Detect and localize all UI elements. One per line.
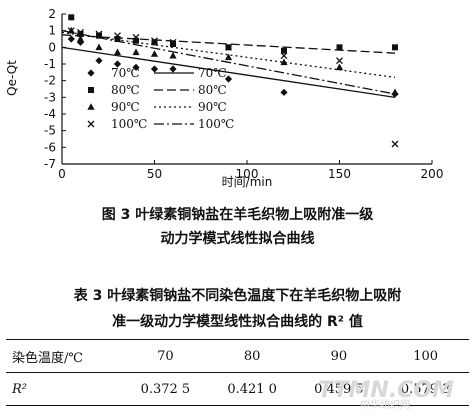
legend: 70℃ 70℃ 80℃ 80℃ 90℃ 90℃ 100℃ 100℃ [87,66,234,131]
data-point [169,65,177,73]
temperature-100: 100 [382,339,469,373]
y-tick-label: -3 [44,90,56,104]
data-point [169,38,177,46]
fit-line [61,34,396,54]
data-point [96,32,102,39]
data-points [67,14,399,148]
data-point [225,43,232,51]
x-tick-label: 200 [421,167,444,181]
data-point [335,63,344,71]
data-point [114,36,121,42]
data-point [150,50,159,57]
temperature-90: 90 [295,339,383,373]
legend-line-label: 80℃ [198,83,227,97]
data-point [391,88,399,96]
data-point [336,44,343,51]
y-tick-label: 1 [48,24,56,38]
table-header-row: 染色温度/℃ 70 80 90 100 [6,339,469,373]
kinetics-chart: 0 50 100 150 200 2 1 0 -1 -2 -3 -4 -5 -6 -7 70℃ 70℃ 80℃… [5,7,443,189]
data-point [76,35,85,42]
table-caption-line-2: 准一级动力学模型线性拟合曲线的 R² 值 [112,314,363,330]
y-tick-label: -4 [44,107,56,121]
watermark-logo: TTMN.COM [318,378,454,403]
figure-caption-line-2: 动力学模式线性拟合曲线 [160,231,315,247]
data-point [392,44,398,51]
data-point [224,53,233,61]
table-caption-line-1: 表 3 叶绿素铜钠盐不同染色温度下在羊毛织物上吸附 [73,288,402,304]
data-point [132,63,140,71]
data-point [224,75,233,83]
data-point [280,88,288,96]
data-point [151,37,158,45]
data-point [280,52,288,60]
data-point [281,47,287,54]
data-point [77,28,84,36]
x-tick-label: 150 [328,167,351,181]
data-point [95,57,103,65]
data-point [151,39,158,46]
legend-line-label: 70℃ [198,66,227,80]
data-point [87,103,95,110]
y-tick-label: -6 [44,140,56,154]
data-point [95,43,103,51]
x-tick-label: 0 [58,167,66,181]
table-r2-row: R² 0.372 5 0.421 0 0.459 5 0.579 3 [6,372,469,406]
r2-value-100: 0.579 3 [382,372,469,406]
y-tick-label: -5 [44,124,56,138]
temperature-80: 80 [208,339,296,373]
data-point [391,140,399,148]
data-point [280,58,288,66]
watermark-subtext: 中华纺织网 [360,400,410,411]
temperature-header-label: 染色温度/℃ [6,339,122,373]
r2-value-90: 0.459 5 [295,372,383,406]
data-point [113,48,122,56]
legend-line-label: 90℃ [198,100,227,114]
data-point [114,32,121,40]
y-tick-label: 0 [48,40,56,54]
y-tick-label: 2 [48,7,56,21]
data-point [77,31,84,37]
y-axis-ticks: 2 1 0 -1 -2 -3 -4 -5 -6 -7 [44,7,66,171]
data-point [150,65,159,73]
data-point [67,27,75,35]
x-tick-label: 50 [147,167,162,181]
data-point [132,48,140,56]
data-point [133,37,139,44]
x-tick-label: 100 [236,167,259,181]
y-axis-title: Qe-Qt [5,60,19,96]
data-point [95,30,103,38]
legend-marker-label: 100℃ [111,117,147,131]
data-point [87,120,95,128]
data-point [76,38,85,46]
legend-marker-label: 70℃ [111,66,140,80]
y-tick-label: -1 [44,57,56,71]
figure-caption-line-1: 图 3 叶绿素铜钠盐在羊毛织物上吸附准一级 [101,207,374,223]
data-point [336,57,343,65]
fit-line [61,46,396,98]
data-point [169,51,177,59]
data-point [87,69,95,77]
x-axis-title: 时间/min [222,175,273,189]
data-point [132,33,140,41]
data-point [67,35,75,43]
legend-marker-label: 80℃ [111,83,140,97]
data-point [170,41,176,47]
legend-marker-label: 90℃ [111,100,140,114]
data-point [68,14,75,21]
y-tick-label: -2 [44,74,56,88]
data-point [88,87,94,93]
temperature-70: 70 [122,339,209,373]
r2-value-80: 0.421 0 [208,372,296,406]
y-tick-label: -7 [44,157,56,171]
r2-table: 染色温度/℃ 70 80 90 100 R² 0.372 5 0.421 0 0… [6,339,469,406]
r2-row-label: R² [6,372,122,406]
legend-line-label: 100℃ [198,117,234,131]
x-axis-ticks: 0 50 100 150 200 [58,160,443,181]
data-point [113,60,122,68]
r2-value-70: 0.372 5 [122,372,209,406]
